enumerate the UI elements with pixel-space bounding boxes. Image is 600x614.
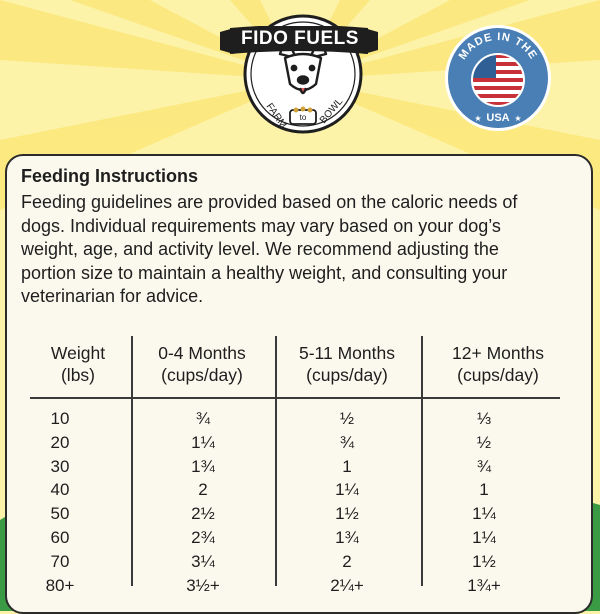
cell-12-plus-months: 1¼ [472, 504, 496, 524]
cell-weight: 80+ [45, 575, 75, 595]
cell-0-4-months: ¾ [195, 409, 211, 428]
feeding-line: Feeding guidelines are provided based on… [21, 192, 518, 212]
cell-5-11-months: 1¼ [335, 480, 359, 500]
cell-0-4-months: 2 [198, 480, 208, 500]
table-divider [131, 336, 133, 586]
header-line: 5-11 Months [299, 343, 395, 363]
header-weight: Weight (lbs) [38, 342, 118, 386]
table-divider [275, 336, 277, 586]
seal-bottom-text: USA [486, 112, 509, 124]
us-flag-icon [472, 54, 524, 106]
cell-5-11-months: 2 [342, 551, 352, 571]
made-in-usa-seal: MADE IN THE USA ★ ★ [445, 25, 551, 131]
star-icon: ★ [474, 114, 481, 123]
cell-12-plus-months: 1 [479, 480, 489, 500]
cell-weight: 70 [50, 551, 70, 571]
cell-12-plus-months: 1¼ [472, 528, 496, 547]
header-line: (lbs) [60, 365, 96, 385]
cell-12-plus-months: ⅓ [476, 409, 492, 428]
cell-5-11-months: 2¼+ [330, 575, 364, 595]
header-line: (cups/day) [306, 365, 388, 385]
feeding-line: dogs. Individual requirements may vary b… [21, 215, 501, 236]
cell-0-4-months: 3¼ [191, 551, 215, 571]
cell-weight: 20 [50, 432, 70, 452]
cell-5-11-months: ½ [339, 409, 355, 428]
star-icon: ★ [514, 114, 521, 123]
cell-5-11-months: ¾ [339, 432, 355, 452]
header-12-plus-months: 12+ Months (cups/day) [438, 342, 558, 386]
cell-12-plus-months: 1½ [472, 551, 496, 571]
cell-12-plus-months: ¾ [476, 456, 492, 476]
cell-0-4-months: 1¼ [191, 432, 215, 452]
cell-weight: 10 [50, 409, 70, 428]
cell-0-4-months: 2½ [191, 504, 215, 524]
feeding-title: Feeding Instructions [21, 166, 199, 186]
brand-name: FIDO FUELS [241, 28, 359, 49]
header-line: 0-4 Months [158, 343, 246, 363]
cell-weight: 40 [50, 480, 70, 500]
cell-0-4-months: 2¾ [191, 528, 215, 547]
header-line: Weight [50, 343, 106, 363]
cell-weight: 50 [50, 504, 70, 524]
brand-banner [220, 26, 378, 54]
feeding-line: portion size to maintain a healthy weigh… [21, 262, 508, 283]
header-line: 12+ Months [452, 343, 544, 363]
table-header-rule [30, 397, 560, 399]
cell-weight: 30 [50, 456, 70, 476]
cell-12-plus-months: 1¾+ [467, 575, 501, 595]
header-0-4-months: 0-4 Months (cups/day) [142, 342, 262, 386]
cell-5-11-months: 1½ [335, 504, 359, 524]
feeding-description: Feeding guidelines are provided based on… [21, 191, 591, 309]
header-line: (cups/day) [161, 365, 243, 385]
feeding-line: weight, age, and activity level. We reco… [21, 239, 499, 260]
cell-0-4-months: 3½+ [186, 575, 220, 595]
header-line: (cups/day) [457, 365, 539, 385]
bowl-icon [289, 106, 317, 125]
header-5-11-months: 5-11 Months (cups/day) [287, 342, 407, 386]
feeding-line: veterinarian for advice. [21, 286, 204, 307]
brand-tag-mid: to [300, 113, 307, 122]
cell-12-plus-months: ½ [476, 432, 492, 452]
cell-5-11-months: 1 [342, 456, 352, 476]
cell-5-11-months: 1¾ [335, 528, 359, 547]
cell-0-4-months: 1¾ [191, 456, 215, 476]
table-divider [421, 336, 423, 586]
cell-weight: 60 [50, 528, 70, 547]
